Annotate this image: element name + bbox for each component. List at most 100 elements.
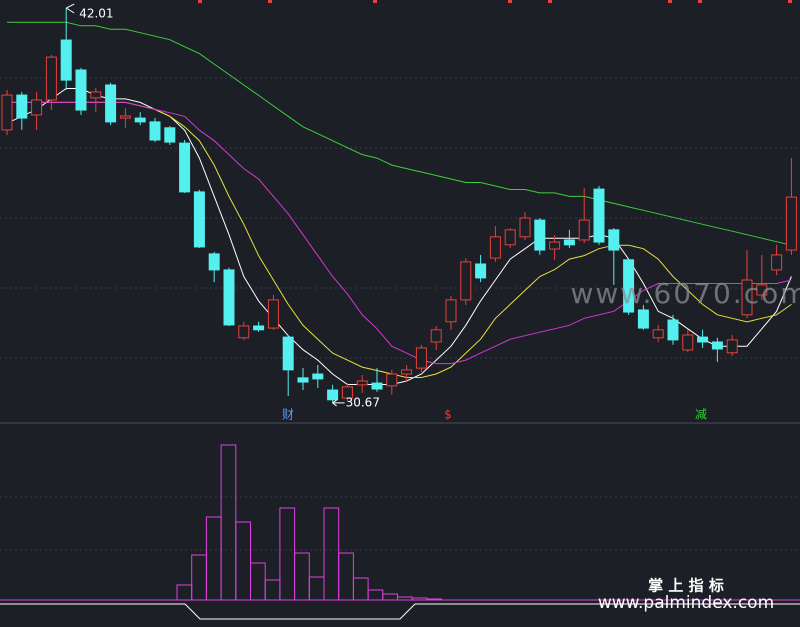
- candle: [90, 88, 102, 113]
- candle-body: [179, 142, 191, 193]
- moving-average-line: [6, 88, 792, 385]
- marker: [198, 0, 202, 3]
- candle: [504, 228, 516, 248]
- candle: [267, 294, 279, 330]
- marker: [668, 0, 672, 3]
- candle-body: [578, 219, 590, 241]
- candle-body: [697, 336, 709, 343]
- moving-average-line: [7, 101, 792, 365]
- candle-body: [475, 263, 487, 279]
- candle-body: [119, 115, 131, 119]
- candle-body: [267, 299, 279, 329]
- annotation: $: [444, 408, 452, 422]
- candle: [149, 118, 161, 143]
- candle-body: [504, 229, 516, 246]
- candle-body: [711, 341, 723, 350]
- candle-body: [356, 380, 368, 386]
- candle-body: [149, 121, 161, 141]
- candle: [445, 296, 457, 330]
- candle-body: [415, 347, 427, 369]
- candle-body: [1, 94, 13, 131]
- candle-body: [756, 284, 768, 296]
- min-pointer: [332, 399, 345, 407]
- annotation: 财: [282, 408, 294, 422]
- candle: [208, 251, 220, 283]
- candle-body: [31, 99, 43, 116]
- candle-body: [253, 325, 265, 331]
- candle-body: [652, 329, 664, 339]
- candle-body: [16, 94, 28, 119]
- watermark: 掌 上 指 标: [648, 577, 724, 595]
- candle-body: [637, 309, 649, 329]
- candle: [785, 158, 797, 255]
- candle: [771, 244, 783, 276]
- max-label: 42.01: [79, 7, 113, 21]
- candle: [75, 67, 87, 115]
- candle: [105, 82, 117, 126]
- candle-body: [741, 279, 753, 316]
- candle: [682, 329, 694, 353]
- candle: [401, 364, 413, 383]
- candle: [637, 305, 649, 330]
- candle-body: [297, 377, 309, 383]
- candle-body: [401, 369, 413, 375]
- candle-body: [593, 188, 605, 243]
- candle-body: [193, 191, 205, 248]
- candle-body: [208, 253, 220, 271]
- candle: [16, 91, 28, 130]
- top-markers: [198, 0, 792, 3]
- candle: [297, 368, 309, 391]
- candle: [327, 384, 339, 403]
- candle: [386, 369, 398, 395]
- candle: [1, 89, 13, 136]
- candle-body: [608, 229, 620, 251]
- max-pointer: [65, 3, 75, 14]
- candle: [623, 258, 635, 315]
- candle-body: [105, 84, 117, 123]
- grid: [0, 77, 800, 551]
- candle-body: [489, 236, 501, 259]
- candle-body: [682, 334, 694, 351]
- candle: [667, 314, 679, 345]
- candle: [253, 321, 265, 332]
- marker: [508, 0, 512, 3]
- candle-body: [164, 127, 176, 143]
- candle-body: [623, 259, 635, 313]
- plot: 42.01 30.67 财 $ 减: [1, 3, 797, 601]
- candle: [119, 107, 131, 128]
- candle-body: [519, 217, 531, 238]
- candle: [549, 235, 561, 260]
- candle-body: [534, 219, 546, 251]
- candle: [534, 218, 546, 255]
- candle: [341, 383, 353, 402]
- candle-body: [341, 386, 353, 399]
- marker: [788, 0, 792, 3]
- candle: [312, 364, 324, 388]
- candle: [193, 189, 205, 248]
- candle: [578, 188, 590, 244]
- candle: [415, 344, 427, 372]
- candle: [371, 368, 383, 392]
- candle-body: [327, 389, 339, 401]
- candle: [60, 8, 72, 90]
- moving-average-line: [7, 21, 792, 246]
- candle-body: [430, 329, 442, 343]
- indicator-line: [0, 603, 800, 620]
- candle-body: [282, 336, 294, 371]
- candle: [223, 267, 235, 326]
- candle: [164, 126, 176, 145]
- candle: [519, 212, 531, 240]
- candle-body: [726, 339, 738, 354]
- candle-body: [371, 382, 383, 390]
- candle-body: [45, 56, 57, 101]
- candle-body: [563, 239, 575, 246]
- candle: [741, 250, 753, 318]
- candle: [282, 335, 294, 396]
- candle: [652, 324, 664, 342]
- candle-body: [785, 196, 797, 251]
- candle-body: [60, 39, 72, 81]
- candle-body: [549, 241, 561, 250]
- candle: [45, 55, 57, 111]
